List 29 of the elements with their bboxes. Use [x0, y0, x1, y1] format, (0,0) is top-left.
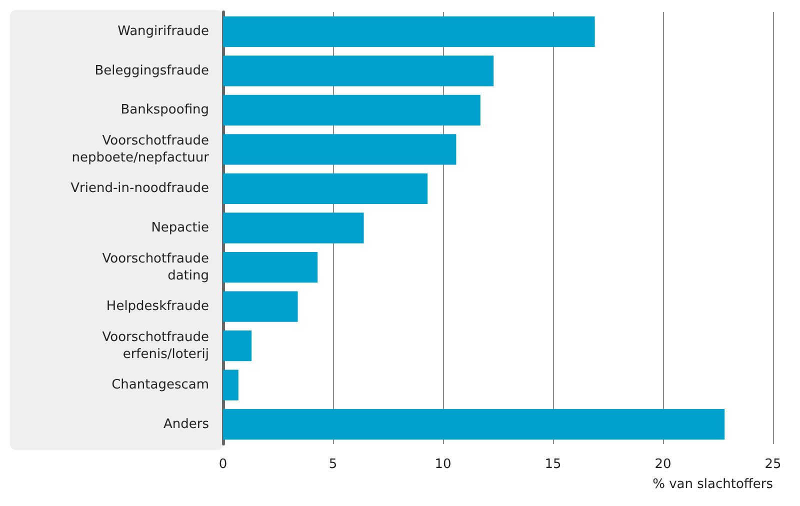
- bar: [223, 56, 494, 86]
- x-tick-label: 20: [654, 457, 672, 472]
- bar: [223, 252, 318, 283]
- x-tick-label: 25: [764, 457, 782, 472]
- bar: [223, 409, 725, 440]
- y-tick-label: Voorschotfraude erfenis/loterij: [102, 330, 209, 362]
- y-tick-label: Voorschotfraude dating: [102, 251, 209, 284]
- bar: [223, 94, 480, 126]
- bar: [223, 16, 595, 47]
- x-tick-label: 0: [218, 457, 228, 472]
- y-tick-label: Vriend-in-noodfraude: [70, 181, 209, 196]
- bar: [223, 212, 364, 244]
- y-tick-label: Nepactie: [151, 220, 209, 236]
- bar: [223, 134, 456, 165]
- x-tick-label: 10: [434, 457, 452, 472]
- y-tick-label: Helpdeskfraude: [106, 299, 209, 314]
- x-tick-label: 5: [328, 457, 338, 472]
- bar: [223, 370, 238, 400]
- bar: [223, 173, 428, 204]
- y-tick-label: Voorschotfraude nepboete/nepfactuur: [72, 133, 210, 166]
- x-axis-title: % van slachtoffers: [652, 477, 774, 492]
- y-tick-label: Chantagescam: [112, 378, 209, 393]
- y-tick-label: Bankspoofing: [120, 102, 209, 118]
- y-tick-label: Beleggingsfraude: [94, 63, 209, 78]
- y-tick-label: Anders: [164, 416, 210, 432]
- bar: [223, 330, 252, 362]
- bar: [223, 291, 298, 322]
- x-tick-label: 15: [544, 457, 562, 472]
- y-tick-label: Wangirifraude: [118, 24, 209, 40]
